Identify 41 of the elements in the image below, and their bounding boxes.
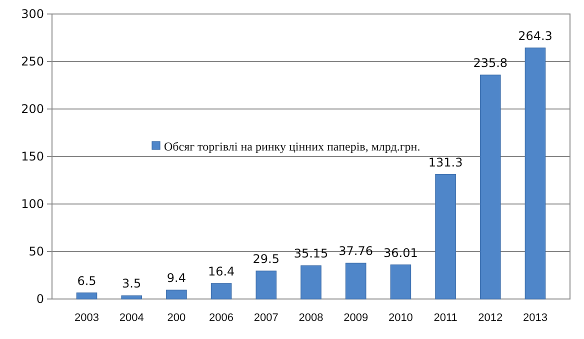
x-tick-label: 2012 [478,312,503,324]
bar [210,283,232,300]
bar [390,264,412,300]
y-tick-label: 150 [21,150,44,164]
bar [166,290,187,300]
data-label: 264.3 [518,28,552,43]
data-label: 16.4 [208,264,235,278]
bar [435,174,456,300]
x-tick-label: 2003 [74,312,99,324]
data-label: 235.8 [473,56,508,70]
y-tick-label: 200 [21,102,44,116]
data-label: 9.4 [166,271,186,286]
x-tick-label: 2008 [298,312,324,324]
data-label: 6.5 [77,274,96,288]
x-tick-label: 200 [167,312,186,324]
bar [256,270,277,300]
bar [76,292,98,300]
legend-label: Обсяг торгівлі на ринку цінних паперів, млрд.грн. [164,140,420,154]
data-label: 29.5 [252,252,280,266]
x-tick-label: 2006 [209,312,234,324]
data-label: 35.15 [294,246,328,261]
x-tick-label: 2011 [434,312,458,324]
bar [121,295,142,300]
y-tick-label: 100 [21,197,44,212]
bar [480,74,501,300]
y-tick-label: 300 [21,7,44,22]
x-tick-label: 2004 [119,312,144,324]
x-tick-label: 2009 [344,312,368,324]
bar [300,265,322,300]
y-tick-label: 250 [21,54,44,69]
x-tick-label: 2010 [388,312,413,324]
data-label: 131.3 [428,155,463,170]
y-tick-label: 50 [28,244,44,259]
bar [524,48,546,300]
data-label: 36.01 [384,246,418,260]
x-tick-label: 2013 [523,312,548,324]
data-label: 3.5 [122,276,142,291]
data-label: 37.76 [338,244,374,258]
x-tick-label: 2007 [254,312,278,324]
y-tick-label: 0 [36,292,44,306]
bar [345,262,366,300]
